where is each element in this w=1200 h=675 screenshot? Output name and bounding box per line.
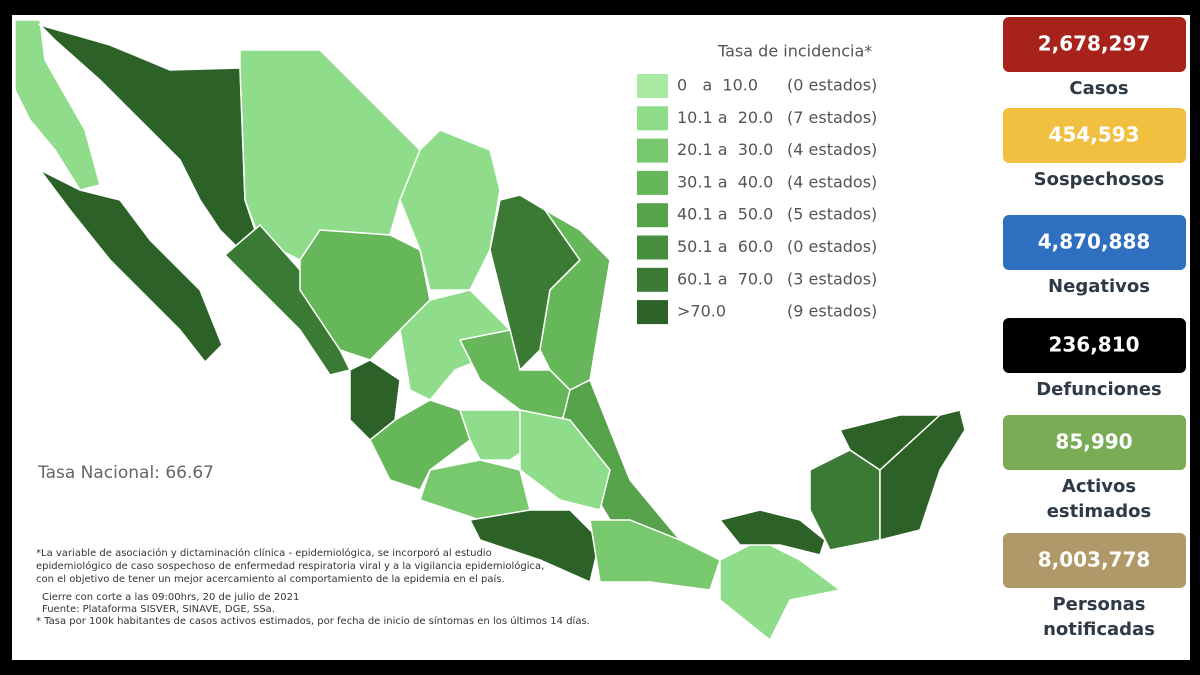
state xyxy=(519,409,611,511)
stat-value: 236,810 xyxy=(1048,333,1139,357)
state xyxy=(399,129,501,291)
legend-range: 60.1 a 70.0 xyxy=(677,269,773,288)
legend-swatch xyxy=(637,106,668,131)
stat-label: Negativos xyxy=(1048,276,1150,297)
state xyxy=(39,169,223,364)
legend-title: Tasa de incidencia* xyxy=(717,42,872,61)
stat-value: 85,990 xyxy=(1055,430,1132,454)
legend-count: (5 estados) xyxy=(787,205,877,224)
stat-label: estimados xyxy=(1047,501,1152,522)
stat-box xyxy=(1003,415,1186,470)
stat-box xyxy=(1003,17,1186,72)
national-rate: Tasa Nacional: 66.67 xyxy=(37,463,214,483)
state xyxy=(718,509,826,556)
legend-count: (4 estados) xyxy=(787,140,877,159)
legend-count: (0 estados) xyxy=(787,76,877,95)
stat-box xyxy=(1003,215,1186,270)
footnote: * Tasa por 100k habitantes de casos acti… xyxy=(36,615,590,627)
legend-count: (3 estados) xyxy=(787,269,877,288)
legend-count: (0 estados) xyxy=(787,237,877,256)
legend-range: 30.1 a 40.0 xyxy=(677,172,773,191)
stat-value: 454,593 xyxy=(1048,123,1139,147)
footnote: Cierre con corte a las 09:00hrs, 20 de j… xyxy=(42,592,299,603)
legend-swatch xyxy=(637,203,668,228)
stat-label: Activos xyxy=(1062,476,1136,497)
legend-range: 50.1 a 60.0 xyxy=(677,237,773,256)
state xyxy=(468,509,601,584)
legend-swatch xyxy=(637,74,668,98)
stat-value: 2,678,297 xyxy=(1038,32,1151,56)
legend-range: 20.1 a 30.0 xyxy=(677,140,773,159)
map xyxy=(14,19,966,642)
footnote: con el objetivo de tener un mejor acerca… xyxy=(36,573,505,585)
legend-range: >70.0 xyxy=(677,302,726,321)
state xyxy=(879,409,966,541)
footnote: epidemiológico de caso sospechoso de enf… xyxy=(36,560,544,572)
legend-range: 0 a 10.0 xyxy=(677,76,758,95)
stat-box xyxy=(1003,533,1186,588)
notes: *La variable de asociación y dictaminaci… xyxy=(36,547,590,627)
legend-swatch xyxy=(637,300,668,325)
legend-swatch xyxy=(637,267,668,292)
stat-label: Defunciones xyxy=(1036,379,1162,400)
stat-value: 8,003,778 xyxy=(1038,548,1151,572)
stat-value: 4,870,888 xyxy=(1038,230,1151,254)
stats-panel: 2,678,297 Casos 454,593 Sospechosos 4,870,88… xyxy=(1003,17,1186,640)
legend-count: (4 estados) xyxy=(787,172,877,191)
stat-label: Personas xyxy=(1052,594,1145,615)
state xyxy=(369,399,471,491)
state xyxy=(14,19,101,191)
footnote: *La variable de asociación y dictaminaci… xyxy=(36,547,492,559)
legend-swatch xyxy=(637,235,668,260)
legend: 0 a 10.0 (0 estados) 10.1 a 20.0 (7 estados… xyxy=(637,74,877,325)
stat-label: Sospechosos xyxy=(1034,169,1165,190)
legend-count: (7 estados) xyxy=(787,108,877,127)
state xyxy=(37,23,256,252)
state xyxy=(589,519,721,591)
stat-box xyxy=(1003,108,1186,163)
stat-box xyxy=(1003,318,1186,373)
stat-label: Casos xyxy=(1069,78,1128,99)
legend-count: (9 estados) xyxy=(787,302,877,321)
legend-range: 10.1 a 20.0 xyxy=(677,108,773,127)
legend-swatch xyxy=(637,138,668,163)
footnote: Fuente: Plataforma SISVER, SINAVE, DGE, … xyxy=(42,604,275,615)
legend-swatch xyxy=(637,170,668,195)
legend-range: 40.1 a 50.0 xyxy=(677,205,773,224)
stat-label: notificadas xyxy=(1043,619,1155,640)
